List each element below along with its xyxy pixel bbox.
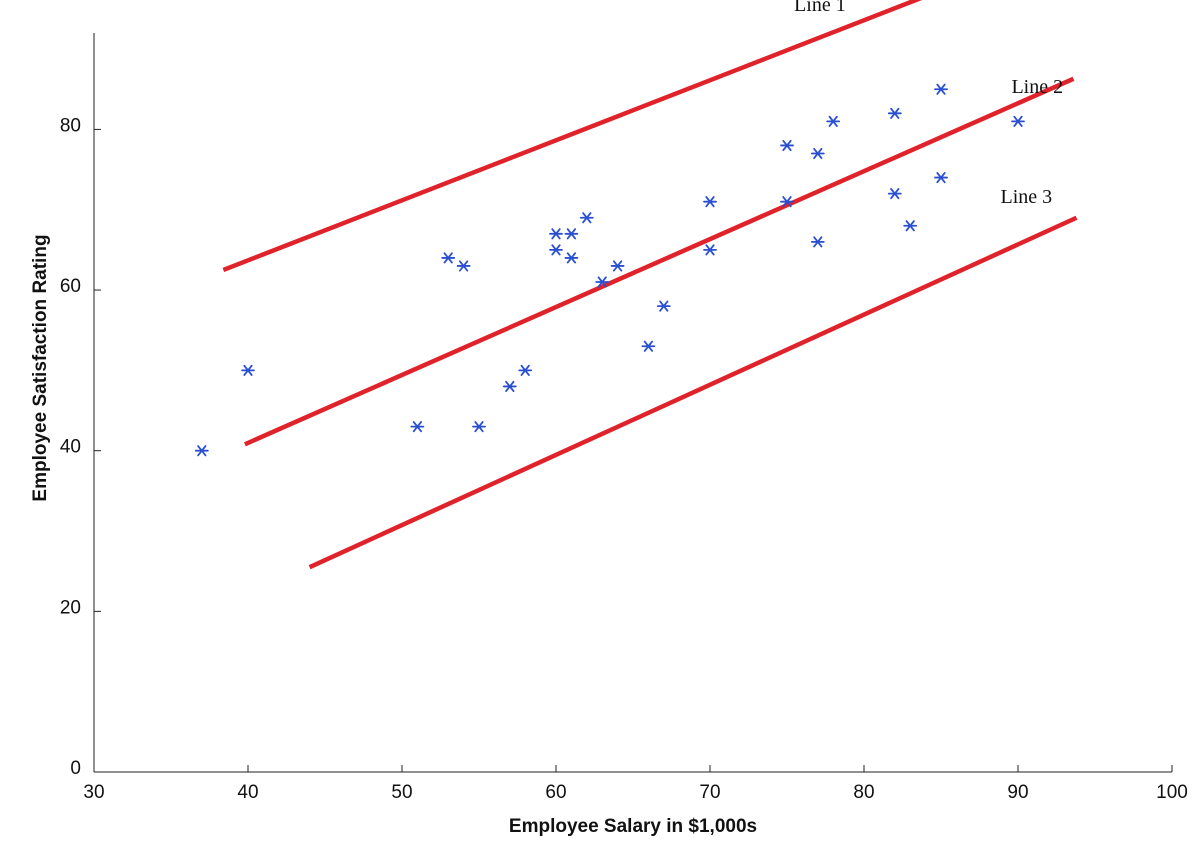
y-axis-title: Employee Satisfaction Rating [30, 234, 51, 501]
fit-line-2 [244, 76, 1075, 447]
y-tick-label: 40 [60, 437, 81, 458]
x-tick-label: 40 [237, 782, 258, 803]
x-tick-label: 60 [545, 782, 566, 803]
data-point [656, 300, 671, 312]
fit-line-1 [222, 0, 923, 273]
data-point [826, 115, 841, 127]
data-point [194, 445, 209, 457]
x-axis-title: Employee Salary in $1,000s [509, 816, 757, 837]
x-ticks: 30 40 50 60 70 80 90 100 [83, 765, 1188, 803]
data-point [410, 421, 425, 433]
data-point [241, 364, 255, 376]
data-point [641, 340, 656, 352]
data-point [934, 172, 948, 184]
data-point [549, 228, 563, 240]
data-point [610, 260, 625, 272]
data-point [595, 276, 610, 288]
line-labels: Line 1 Line 2 Line 3 [794, 0, 1063, 208]
data-point [810, 147, 825, 160]
data-point [472, 421, 486, 433]
x-tick-label: 100 [1156, 782, 1188, 803]
data-point [903, 220, 918, 232]
data-point [441, 252, 456, 264]
data-point [810, 236, 825, 248]
x-tick-label: 70 [699, 782, 720, 803]
y-ticks: 0 20 40 60 80 [60, 115, 101, 779]
data-point [564, 228, 579, 240]
x-tick-label: 30 [83, 782, 104, 803]
data-point [549, 244, 563, 256]
data-point [579, 212, 594, 224]
data-point [887, 188, 902, 200]
data-point [1011, 115, 1025, 127]
x-tick-label: 50 [391, 782, 412, 803]
y-tick-label: 20 [60, 597, 81, 618]
data-point [703, 196, 717, 208]
data-point [518, 364, 533, 376]
x-tick-label: 90 [1007, 782, 1028, 803]
fit-line-label-1: Line 1 [794, 0, 846, 16]
data-point [703, 244, 717, 256]
fit-line-label-2: Line 2 [1011, 76, 1063, 98]
data-point [934, 83, 948, 95]
y-tick-label: 0 [70, 758, 81, 779]
fit-line-3 [308, 215, 1078, 570]
y-tick-label: 80 [60, 115, 81, 136]
data-point [502, 380, 517, 393]
data-points [194, 83, 1025, 457]
data-point [780, 139, 794, 152]
y-tick-label: 60 [60, 276, 81, 297]
data-point [456, 260, 471, 272]
data-point [564, 252, 579, 264]
data-point [780, 196, 794, 208]
data-point [887, 107, 902, 119]
fit-line-label-3: Line 3 [1001, 186, 1053, 208]
fit-lines [222, 0, 1078, 570]
x-tick-label: 80 [853, 782, 874, 803]
axes [93, 33, 1172, 773]
